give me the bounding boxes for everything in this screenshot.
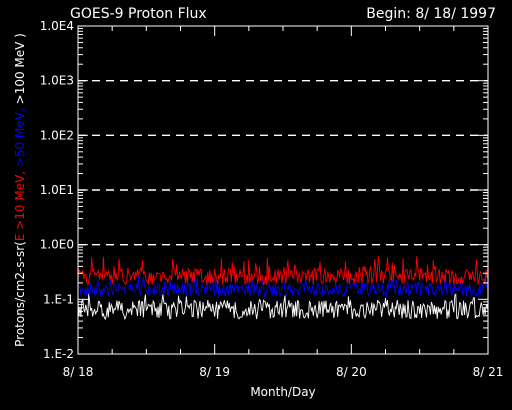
y-tick-label: 1.0E1 [40, 183, 74, 197]
y-tick-label: 1.0E3 [40, 74, 74, 88]
series-line [77, 293, 489, 321]
y-tick-label: 1.0E4 [40, 19, 74, 33]
y-tick-label: 1.E-2 [43, 347, 74, 361]
x-tick-label: 8/ 19 [199, 365, 230, 379]
y-tick-label: 1.E-1 [43, 292, 74, 306]
x-tick-label: 8/ 18 [63, 365, 94, 379]
y-label-units: Protons/cm2-s-sr( [13, 241, 27, 347]
series-line [77, 275, 489, 298]
x-tick-label: 8/ 20 [336, 365, 367, 379]
y-tick-label: 1.0E0 [40, 238, 74, 252]
y-axis-label: Protons/cm2-s-sr(E >10 MeV, >50 MeV, >10… [13, 33, 27, 347]
chart-title: GOES-9 Proton Flux [70, 6, 207, 22]
x-axis-label: Month/Day [250, 385, 315, 399]
series-line [77, 256, 489, 286]
y-tick-label: 1.0E2 [40, 128, 74, 142]
x-axis-ticks: 8/ 18 8/ 19 8/ 20 8/ 21 [63, 26, 504, 379]
y-label-series-name: E >10 MeV, [13, 167, 27, 241]
grid-lines [78, 79, 488, 246]
series-traces [77, 256, 489, 321]
y-label-close: ) [13, 33, 27, 42]
y-axis-ticks: 1.0E4 1.0E3 1.0E2 1.0E1 1.0E0 1.E-1 1.E-2 [40, 19, 488, 361]
y-label-series-name: >50 MeV, [13, 104, 27, 167]
begin-date-label: Begin: 8/ 18/ 1997 [366, 6, 496, 22]
x-tick-label: 8/ 21 [473, 365, 504, 379]
y-label-series-name: >100 MeV [13, 41, 27, 105]
